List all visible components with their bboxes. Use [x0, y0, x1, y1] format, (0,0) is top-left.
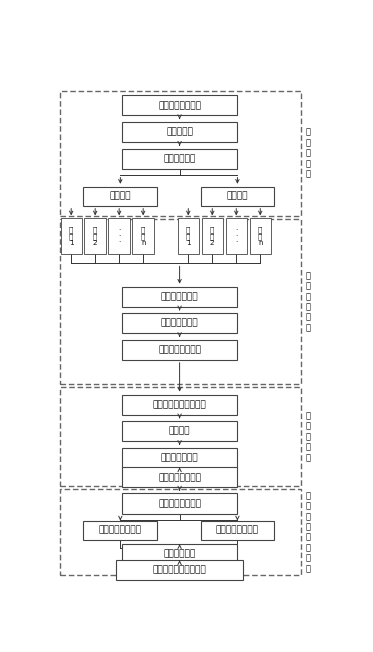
Text: 结
果
后
处
理: 结 果 后 处 理: [305, 411, 310, 462]
Bar: [122, 544, 237, 564]
Bar: [122, 467, 237, 488]
Text: 光
谱
1: 光 谱 1: [69, 227, 73, 246]
Text: 不同时期遥感图像: 不同时期遥感图像: [158, 101, 201, 110]
Text: 纹理信息: 纹理信息: [227, 192, 248, 201]
Text: 建
设
用
地
图
斑
识
别: 建 设 用 地 图 斑 识 别: [305, 491, 310, 573]
Bar: [122, 421, 237, 441]
Text: 纹
理
1: 纹 理 1: [186, 227, 191, 246]
Text: 纹
理
n: 纹 理 n: [258, 227, 263, 246]
Text: 变化为建设用地的图斑: 变化为建设用地的图斑: [153, 566, 207, 575]
Bar: [60, 91, 301, 216]
Bar: [201, 186, 274, 206]
Text: 光谱信息: 光谱信息: [110, 192, 131, 201]
Bar: [122, 122, 237, 142]
Text: 纹
理
2: 纹 理 2: [210, 227, 214, 246]
Bar: [60, 219, 301, 385]
Text: 去除小面积图斑: 去除小面积图斑: [161, 453, 198, 462]
Bar: [85, 218, 106, 254]
Bar: [116, 560, 243, 580]
Bar: [60, 218, 82, 254]
Bar: [122, 95, 237, 115]
Text: 图
像
预
处
理: 图 像 预 处 理: [305, 128, 310, 179]
Bar: [178, 218, 199, 254]
Bar: [122, 287, 237, 306]
Bar: [109, 218, 130, 254]
Text: ·
·
·: · · ·: [235, 228, 237, 245]
Bar: [122, 149, 237, 169]
Bar: [132, 218, 154, 254]
Text: 逐波段差值运算: 逐波段差值运算: [161, 292, 198, 301]
Text: 光
谱
n: 光 谱 n: [141, 227, 145, 246]
Text: 分割结果逻辑合并: 分割结果逻辑合并: [158, 346, 201, 354]
Bar: [122, 313, 237, 333]
Bar: [60, 489, 301, 575]
Bar: [84, 520, 157, 540]
Text: 相对辐射校正: 相对辐射校正: [163, 154, 196, 163]
Text: 光
谱
2: 光 谱 2: [93, 227, 97, 246]
Bar: [201, 520, 274, 540]
Bar: [226, 218, 247, 254]
Bar: [122, 394, 237, 415]
Bar: [250, 218, 271, 254]
Text: 图
像
差
值
运
算: 图 像 差 值 运 算: [305, 271, 310, 332]
Text: 对象内外纹理差异: 对象内外纹理差异: [216, 526, 259, 535]
Text: 土地利用变化图斑: 土地利用变化图斑: [158, 473, 201, 482]
Bar: [122, 448, 237, 468]
Text: 形态学闭运算连接缺口: 形态学闭运算连接缺口: [153, 400, 207, 409]
Text: 孔洞填充: 孔洞填充: [169, 426, 190, 436]
Text: 自适应阈值分割: 自适应阈值分割: [161, 319, 198, 328]
Bar: [60, 387, 301, 486]
Text: 区域标记生成对象: 区域标记生成对象: [158, 499, 201, 508]
Bar: [122, 340, 237, 360]
Bar: [84, 186, 157, 206]
Text: ·
·
·: · · ·: [118, 228, 120, 245]
Text: 图斑对象纹理均值: 图斑对象纹理均值: [99, 526, 142, 535]
Bar: [201, 218, 223, 254]
Bar: [122, 494, 237, 514]
Text: 纹理阈值分割: 纹理阈值分割: [163, 550, 196, 559]
Text: 几何精校正: 几何精校正: [166, 127, 193, 136]
